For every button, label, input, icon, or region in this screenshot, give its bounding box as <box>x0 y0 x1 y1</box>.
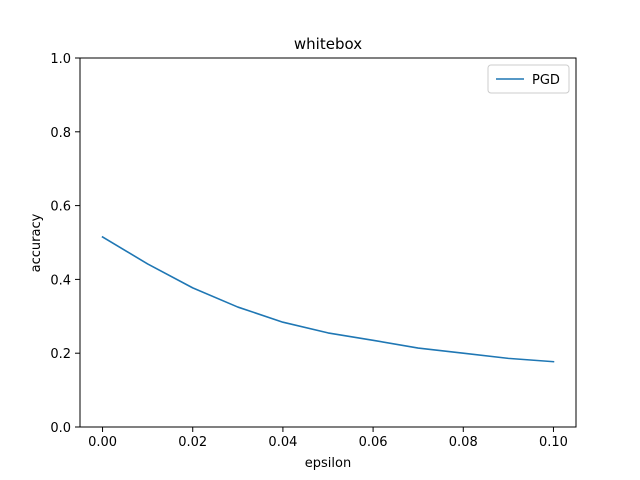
x-tick-label: 0.06 <box>359 435 388 450</box>
legend-box <box>487 64 570 94</box>
y-tick-label: 0.4 <box>50 273 71 288</box>
axes-frame <box>79 57 577 428</box>
series-line-pgd <box>101 235 555 363</box>
y-tick-label: 0.8 <box>50 126 71 141</box>
y-tick-label: 1.0 <box>50 52 71 67</box>
chart-title: whitebox <box>294 35 362 53</box>
x-tick-label: 0.08 <box>449 435 478 450</box>
x-tick-label: 0.02 <box>178 435 207 450</box>
x-tick-label: 0.04 <box>268 435 297 450</box>
y-tick-label: 0.0 <box>50 421 71 436</box>
y-axis-label: accuracy <box>29 213 44 272</box>
x-tick-label: 0.00 <box>88 435 117 450</box>
x-axis-label: epsilon <box>305 456 351 471</box>
legend: PGD <box>487 64 570 94</box>
y-tick-label: 0.6 <box>50 200 71 215</box>
x-tick-label: 0.10 <box>539 435 568 450</box>
y-tick-label: 0.2 <box>50 347 71 362</box>
plot-area: 0.00 0.02 0.04 0.06 0.08 0.10 0.0 0.2 0.4 0.6 0.8 1… <box>50 52 577 450</box>
legend-label: PGD <box>532 73 560 88</box>
